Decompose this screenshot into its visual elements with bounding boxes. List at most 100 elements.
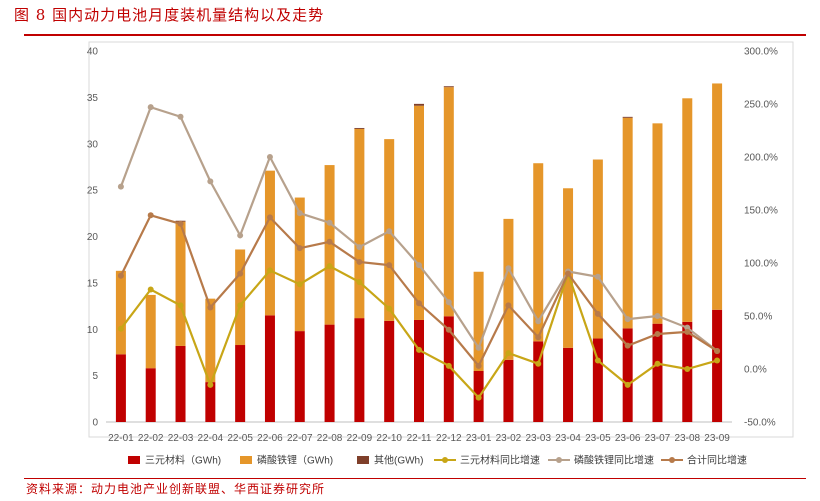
legend-swatch	[240, 456, 252, 464]
x-axis-tick-label: 23-07	[645, 433, 671, 444]
point-lfp-yoy	[237, 232, 243, 238]
x-axis-tick-label: 22-06	[257, 433, 283, 444]
left-axis-tick-label: 5	[92, 371, 98, 382]
bar-other	[623, 117, 633, 118]
legend-marker	[669, 457, 675, 463]
point-ternary-yoy	[297, 281, 303, 287]
left-axis-tick-label: 0	[92, 418, 98, 429]
x-axis-tick-label: 22-01	[108, 433, 134, 444]
bar-lfp	[176, 222, 186, 346]
left-axis-tick-label: 10	[87, 325, 99, 336]
bar-ternary	[354, 318, 364, 422]
right-axis-tick-label: 200.0%	[744, 153, 778, 164]
point-total-yoy	[505, 302, 511, 308]
legend-swatch	[357, 456, 369, 464]
x-axis-tick-label: 22-03	[168, 433, 194, 444]
x-axis-tick-label: 23-01	[466, 433, 492, 444]
bar-ternary	[146, 368, 156, 422]
point-lfp-yoy	[148, 104, 154, 110]
point-total-yoy	[207, 305, 213, 311]
point-lfp-yoy	[446, 299, 452, 305]
bar-lfp	[354, 129, 364, 318]
point-total-yoy	[356, 259, 362, 265]
legend-label: 三元材料同比增速	[460, 454, 540, 467]
bar-ternary	[712, 310, 722, 422]
left-axis-tick-label: 20	[87, 232, 99, 243]
bar-lfp	[652, 123, 662, 323]
bar-ternary	[205, 382, 215, 422]
chart: 0510152025303540-50.0%0.0%50.0%100.0%150…	[0, 0, 820, 501]
point-total-yoy	[476, 363, 482, 369]
point-total-yoy	[446, 327, 452, 333]
point-lfp-yoy	[207, 178, 213, 184]
bar-other	[414, 104, 424, 106]
point-ternary-yoy	[505, 350, 511, 356]
x-axis-tick-label: 22-12	[436, 433, 462, 444]
bar-ternary	[116, 354, 126, 422]
x-axis-tick-label: 23-04	[555, 433, 581, 444]
legend-label: 其他(GWh)	[374, 454, 423, 467]
bar-ternary	[384, 321, 394, 422]
point-total-yoy	[625, 343, 631, 349]
point-total-yoy	[327, 239, 333, 245]
bar-lfp	[712, 83, 722, 309]
x-axis-tick-label: 23-02	[496, 433, 522, 444]
legend-swatch	[128, 456, 140, 464]
point-lfp-yoy	[625, 316, 631, 322]
right-axis-tick-label: 100.0%	[744, 259, 778, 270]
x-axis-tick-label: 23-06	[615, 433, 641, 444]
legend-marker	[556, 457, 562, 463]
point-total-yoy	[595, 311, 601, 317]
bar-ternary	[652, 324, 662, 422]
point-lfp-yoy	[654, 313, 660, 319]
source-note: 资料来源：动力电池产业创新联盟、华西证券研究所	[26, 480, 325, 497]
point-total-yoy	[684, 329, 690, 335]
point-lfp-yoy	[595, 274, 601, 280]
legend-label: 磷酸铁锂（GWh)	[257, 454, 333, 467]
bar-lfp	[205, 299, 215, 382]
left-axis-tick-label: 40	[87, 47, 99, 58]
x-axis-tick-label: 22-04	[198, 433, 224, 444]
legend-label: 三元材料（GWh)	[145, 454, 221, 467]
bar-other	[354, 128, 364, 129]
bar-lfp	[414, 106, 424, 320]
right-axis-tick-label: 50.0%	[744, 312, 772, 323]
right-axis-tick-label: -50.0%	[744, 418, 776, 429]
point-total-yoy	[267, 214, 273, 220]
point-lfp-yoy	[505, 265, 511, 271]
point-ternary-yoy	[148, 287, 154, 293]
x-axis-tick-label: 22-09	[347, 433, 373, 444]
left-axis-tick-label: 25	[87, 186, 99, 197]
point-lfp-yoy	[356, 244, 362, 250]
point-ternary-yoy	[595, 358, 601, 364]
right-axis-tick-label: 150.0%	[744, 206, 778, 217]
point-ternary-yoy	[327, 263, 333, 269]
point-total-yoy	[714, 348, 720, 354]
point-total-yoy	[148, 212, 154, 218]
x-axis-tick-label: 22-10	[376, 433, 402, 444]
x-axis-tick-label: 23-05	[585, 433, 611, 444]
right-axis-tick-label: 250.0%	[744, 100, 778, 111]
point-ternary-yoy	[476, 395, 482, 401]
bar-ternary	[563, 348, 573, 422]
bar-lfp	[503, 219, 513, 360]
left-axis-tick-label: 30	[87, 139, 99, 150]
point-lfp-yoy	[297, 210, 303, 216]
point-lfp-yoy	[535, 318, 541, 324]
legend-label: 磷酸铁锂同比增速	[574, 454, 654, 467]
point-ternary-yoy	[356, 279, 362, 285]
point-ternary-yoy	[625, 382, 631, 388]
legend-marker	[442, 457, 448, 463]
bar-ternary	[176, 346, 186, 422]
x-axis-tick-label: 23-03	[525, 433, 551, 444]
point-total-yoy	[297, 245, 303, 251]
point-ternary-yoy	[118, 326, 124, 332]
point-total-yoy	[654, 331, 660, 337]
point-ternary-yoy	[267, 267, 273, 273]
bar-ternary	[414, 320, 424, 422]
point-ternary-yoy	[416, 347, 422, 353]
x-axis-tick-label: 23-08	[674, 433, 700, 444]
point-total-yoy	[535, 334, 541, 340]
point-total-yoy	[118, 273, 124, 279]
x-axis-tick-label: 22-05	[227, 433, 253, 444]
